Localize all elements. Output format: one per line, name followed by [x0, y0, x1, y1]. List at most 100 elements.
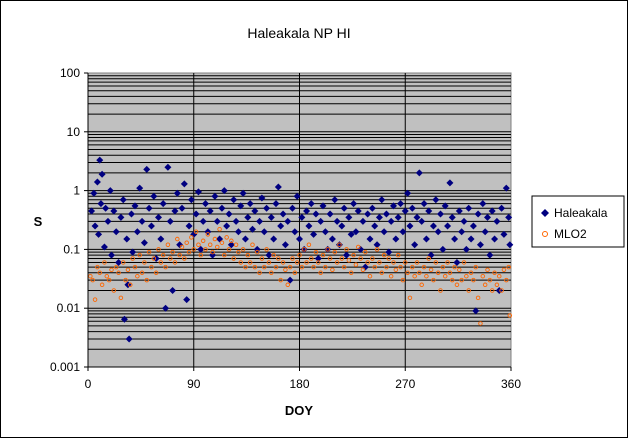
data-point-mlo2: [433, 260, 439, 265]
y-axis-ticks: 0.001 0.01 0.1 1 10 100: [50, 66, 88, 374]
data-point-mlo2: [172, 260, 178, 265]
data-point-mlo2: [403, 260, 408, 265]
data-point-mlo2: [184, 240, 189, 245]
data-point-haleakala: [491, 235, 499, 243]
data-point-mlo2: [280, 260, 286, 265]
series-haleakala-points: [88, 156, 514, 343]
data-point-haleakala: [335, 241, 343, 249]
x-axis-label: DOY: [285, 403, 314, 418]
data-point-haleakala: [211, 192, 219, 200]
data-point-haleakala: [246, 200, 254, 208]
data-point-mlo2: [233, 242, 239, 247]
data-point-mlo2: [395, 252, 401, 258]
data-point-haleakala: [317, 217, 325, 225]
data-point-haleakala: [493, 217, 501, 225]
data-point-mlo2: [97, 270, 102, 276]
data-point-haleakala: [98, 170, 106, 178]
legend-label-mlo2: MLO2: [554, 227, 587, 241]
data-point-haleakala: [123, 235, 131, 243]
data-point-mlo2: [269, 270, 274, 276]
data-point-mlo2: [435, 270, 441, 276]
data-point-haleakala: [293, 192, 301, 200]
data-point-haleakala: [97, 200, 105, 208]
data-point-haleakala: [418, 217, 426, 225]
data-point-haleakala: [460, 217, 468, 225]
data-point-haleakala: [110, 207, 118, 215]
y-tick-label: 0.01: [57, 301, 81, 315]
data-point-haleakala: [102, 204, 110, 212]
data-point-mlo2: [497, 273, 502, 279]
data-point-mlo2: [487, 277, 493, 283]
data-point-mlo2: [327, 256, 333, 261]
data-point-haleakala: [413, 213, 421, 221]
data-point-haleakala: [133, 228, 141, 236]
data-point-mlo2: [374, 247, 380, 252]
data-point-haleakala: [239, 189, 247, 197]
data-point-mlo2: [337, 242, 342, 247]
data-point-haleakala: [472, 307, 480, 315]
plot-area: [87, 72, 514, 368]
data-point-haleakala: [441, 202, 449, 210]
data-point-haleakala: [125, 335, 133, 343]
data-point-mlo2: [88, 273, 93, 279]
data-point-haleakala: [140, 239, 148, 247]
data-point-mlo2: [273, 264, 279, 270]
data-point-haleakala: [249, 225, 256, 233]
series-mlo2-points: [88, 227, 513, 326]
data-point-mlo2: [504, 277, 509, 283]
data-point-mlo2: [464, 273, 469, 279]
data-point-haleakala: [455, 207, 463, 215]
data-point-haleakala: [298, 213, 306, 221]
data-point-mlo2: [384, 264, 389, 270]
data-point-haleakala: [364, 210, 372, 218]
data-point-mlo2: [438, 288, 443, 293]
data-point-haleakala: [173, 189, 181, 197]
data-point-haleakala: [451, 235, 459, 243]
data-point-mlo2: [388, 273, 394, 279]
data-point-mlo2: [113, 264, 119, 270]
data-point-mlo2: [198, 252, 204, 258]
legend-marker-haleakala: [541, 209, 549, 217]
data-point-haleakala: [387, 217, 395, 225]
data-point-haleakala: [350, 200, 358, 208]
data-point-mlo2: [360, 267, 366, 273]
data-point-haleakala: [357, 245, 365, 253]
data-point-haleakala: [310, 230, 318, 238]
data-point-mlo2: [214, 244, 220, 250]
data-point-haleakala: [434, 228, 442, 236]
data-point-haleakala: [506, 241, 514, 249]
data-point-mlo2: [393, 267, 399, 273]
data-point-haleakala: [380, 228, 388, 236]
data-point-mlo2: [320, 252, 326, 258]
data-point-mlo2: [405, 270, 410, 276]
data-point-mlo2: [102, 260, 107, 265]
legend-label-haleakala: Haleakala: [554, 206, 608, 220]
data-point-haleakala: [206, 207, 214, 215]
data-point-haleakala: [486, 251, 494, 259]
data-point-mlo2: [461, 260, 467, 265]
data-point-haleakala: [251, 207, 259, 215]
data-point-mlo2: [492, 270, 497, 276]
x-tick-label: 180: [289, 377, 309, 391]
data-point-haleakala: [401, 207, 409, 215]
data-point-haleakala: [90, 189, 98, 197]
data-point-mlo2: [419, 282, 424, 288]
data-point-haleakala: [469, 222, 477, 230]
data-point-mlo2: [142, 260, 147, 265]
data-point-mlo2: [193, 229, 199, 234]
data-point-mlo2: [132, 264, 138, 270]
data-point-haleakala: [465, 204, 473, 212]
data-point-mlo2: [210, 249, 215, 255]
data-point-mlo2: [468, 270, 474, 276]
data-point-mlo2: [116, 270, 121, 276]
data-point-mlo2: [219, 240, 225, 245]
data-point-haleakala: [420, 200, 428, 208]
data-point-haleakala: [354, 207, 362, 215]
data-point-mlo2: [99, 282, 105, 288]
legend: Haleakala MLO2: [531, 195, 625, 248]
data-point-mlo2: [407, 295, 413, 301]
data-point-haleakala: [425, 207, 433, 215]
data-point-mlo2: [346, 258, 352, 263]
data-point-haleakala: [150, 192, 158, 200]
